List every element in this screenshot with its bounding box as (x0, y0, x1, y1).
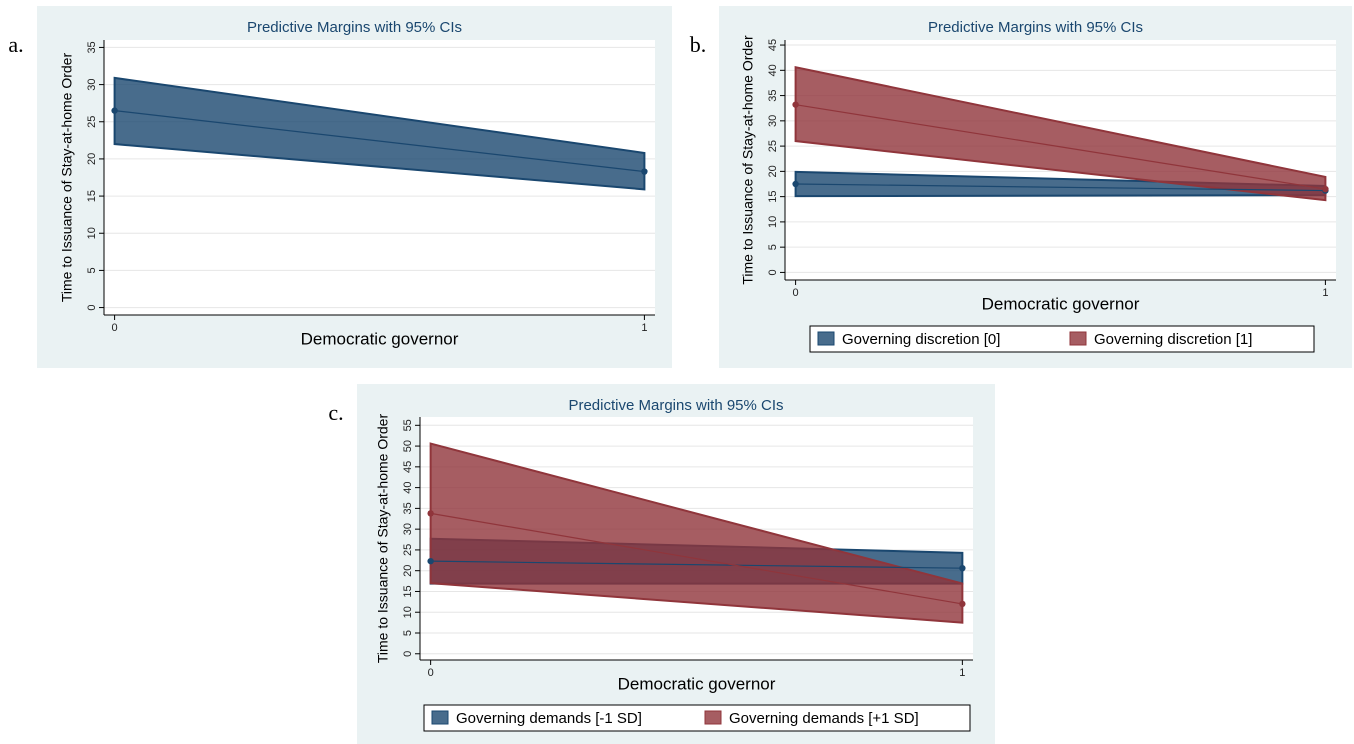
confidence-band (794, 66, 1327, 202)
x-axis-label: Democratic governor (301, 329, 459, 348)
y-tick-label: 45 (767, 39, 779, 51)
y-tick-label: 15 (767, 191, 779, 203)
margin-point (959, 600, 966, 608)
y-tick-label: 10 (402, 606, 414, 618)
x-tick-label: 0 (793, 287, 799, 299)
panel-label: b. (690, 32, 707, 57)
x-axis-label: Democratic governor (982, 294, 1140, 313)
chart-title: Predictive Margins with 95% CIs (247, 19, 462, 36)
margin-point (792, 101, 799, 108)
legend-swatch (704, 710, 722, 725)
y-tick-label: 20 (86, 153, 98, 165)
y-tick-label: 25 (767, 140, 779, 152)
margin-point (641, 168, 648, 175)
margin-line (795, 104, 1326, 190)
confidence-band (429, 442, 964, 624)
y-tick-label: 35 (402, 502, 414, 514)
margin-line (430, 560, 963, 569)
y-tick-label: 15 (402, 585, 414, 597)
y-axis-label: Time to Issuance of Stay-at-home Order (740, 35, 756, 285)
legend-box (423, 704, 971, 732)
y-tick-label: 30 (86, 78, 98, 90)
y-tick-label: 55 (402, 419, 414, 431)
margin-line (795, 183, 1326, 192)
legend-swatch (817, 331, 835, 346)
margin-point (111, 107, 118, 114)
y-tick-label: 20 (767, 165, 779, 177)
y-tick-label: 35 (86, 41, 98, 53)
y-tick-label: 5 (86, 267, 98, 273)
y-tick-label: 45 (402, 461, 414, 473)
margin-point (959, 565, 966, 572)
y-tick-label: 10 (86, 227, 98, 239)
y-tick-label: 40 (767, 64, 779, 76)
legend-box (809, 325, 1315, 353)
y-tick-label: 30 (767, 115, 779, 127)
x-tick-label: 0 (428, 667, 434, 679)
legend-label: Governing discretion [0] (842, 331, 1000, 348)
y-tick-label: 25 (86, 116, 98, 128)
legend-label: Governing discretion [1] (1094, 331, 1252, 348)
y-tick-label: 0 (86, 305, 98, 311)
chart-title: Predictive Margins with 95% CIs (928, 19, 1143, 36)
margin-point (427, 510, 434, 517)
y-tick-label: 40 (402, 481, 414, 493)
y-tick-label: 25 (402, 544, 414, 556)
y-axis-label: Time to Issuance of Stay-at-home Order (59, 53, 75, 303)
margin-line (114, 110, 645, 173)
legend-swatch (1069, 331, 1087, 346)
x-tick-label: 1 (1322, 287, 1328, 299)
confidence-band (113, 76, 646, 191)
legend-label: Governing demands [-1 SD] (456, 710, 642, 727)
y-tick-label: 15 (86, 190, 98, 202)
y-axis-label: Time to Issuance of Stay-at-home Order (375, 414, 391, 664)
y-tick-label: 10 (767, 216, 779, 228)
y-tick-label: 35 (767, 89, 779, 101)
chart-title: Predictive Margins with 95% CIs (568, 397, 783, 414)
margin-point (427, 557, 434, 565)
y-tick-label: 50 (402, 440, 414, 452)
x-tick-label: 1 (959, 667, 965, 679)
margin-line (430, 512, 963, 605)
y-tick-label: 0 (767, 269, 779, 275)
margin-point (1322, 185, 1329, 193)
panel-label: a. (8, 32, 23, 57)
margin-point (792, 180, 799, 188)
y-tick-label: 0 (402, 651, 414, 657)
x-tick-label: 0 (112, 322, 118, 334)
y-tick-label: 5 (767, 244, 779, 250)
panel-label: c. (328, 400, 343, 425)
legend-label: Governing demands [+1 SD] (729, 710, 919, 727)
x-axis-label: Democratic governor (618, 674, 776, 693)
y-tick-label: 20 (402, 565, 414, 577)
legend-swatch (431, 710, 449, 725)
x-tick-label: 1 (641, 322, 647, 334)
y-tick-label: 5 (402, 630, 414, 636)
y-tick-label: 30 (402, 523, 414, 535)
